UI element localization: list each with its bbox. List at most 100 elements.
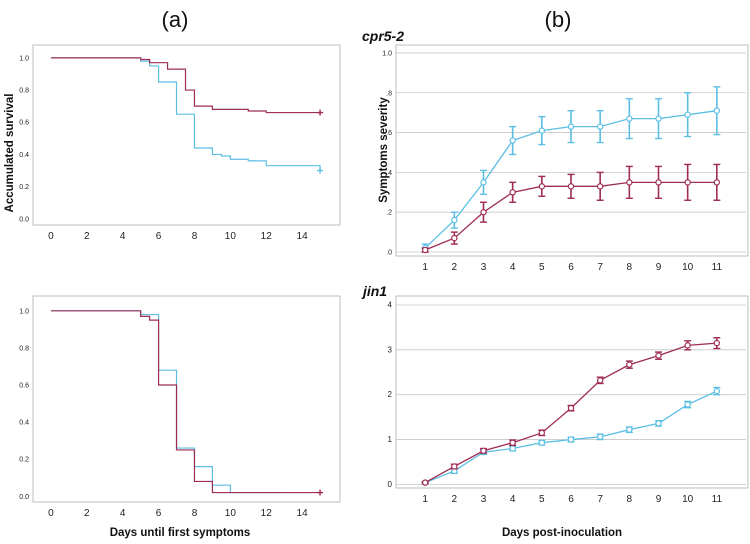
data-point-red xyxy=(509,189,516,196)
plot-frame xyxy=(32,44,341,226)
y-tick-label: 2 xyxy=(388,390,393,399)
data-point-blue xyxy=(538,439,546,446)
x-tick-label: 14 xyxy=(297,508,309,519)
x-tick-label: 10 xyxy=(682,494,694,505)
x-tick-label: 5 xyxy=(539,494,545,505)
survival-curve-blue xyxy=(50,57,321,171)
data-point-blue xyxy=(684,401,691,408)
plot-frame xyxy=(32,295,341,503)
x-tick-label: 7 xyxy=(597,262,603,273)
genotype-label-bottom: jin1 xyxy=(361,283,387,299)
x-tick-label: 1 xyxy=(422,262,428,273)
x-tick-label: 12 xyxy=(261,231,273,242)
x-tick-label: 4 xyxy=(120,508,126,519)
data-point-red xyxy=(596,183,604,190)
data-point-blue xyxy=(596,433,604,441)
data-point-red xyxy=(451,463,458,470)
y-tick-label: 0.4 xyxy=(19,420,29,427)
x-tick-label: 10 xyxy=(682,262,694,273)
plot-frame xyxy=(395,295,749,489)
survival-curve-red xyxy=(50,310,321,494)
x-tick-label: 8 xyxy=(627,494,633,505)
x-tick-label: 0 xyxy=(48,231,54,242)
data-point-blue xyxy=(713,107,721,114)
panel-letter-b: (b) xyxy=(545,7,572,32)
y-tick-label: 1.0 xyxy=(19,308,29,315)
x-tick-label: 6 xyxy=(156,508,162,519)
severity-chart-jin1: 0 1 2 3 4 1 2 3 4 5 6 7 8 9 10 11 xyxy=(388,295,749,505)
data-point-red xyxy=(567,183,575,190)
data-point-red xyxy=(421,246,429,254)
data-point-red xyxy=(713,339,721,347)
data-point-blue xyxy=(596,123,604,130)
y-tick-label: 4 xyxy=(388,300,393,309)
data-point-red xyxy=(480,447,487,454)
data-point-blue xyxy=(655,420,662,427)
genotype-label-top: cpr5-2 xyxy=(362,28,404,44)
data-point-blue xyxy=(684,111,691,118)
y-tick-label: 1.0 xyxy=(19,55,29,62)
x-tick-label: 6 xyxy=(156,231,162,242)
x-tick-label: 4 xyxy=(120,231,126,242)
severity-chart-cpr5-2: .0 .2 .4 .6 .8 1.0 1 2 3 4 5 6 7 8 9 10 11 xyxy=(382,44,749,273)
y-axis-title-survival: Accumulated survival xyxy=(4,94,16,213)
x-axis-title-days-until-symptoms: Days until first symptoms xyxy=(110,527,251,539)
x-tick-label: 11 xyxy=(712,262,723,273)
data-point-red xyxy=(538,183,546,190)
survival-curve-red xyxy=(50,57,321,114)
y-tick-label: 0.6 xyxy=(19,120,29,127)
x-tick-label: 11 xyxy=(712,494,723,505)
y-tick-label: 1 xyxy=(388,435,393,444)
x-tick-label: 1 xyxy=(422,494,428,505)
data-point-red xyxy=(596,377,604,384)
data-point-blue xyxy=(509,137,516,144)
x-tick-label: 10 xyxy=(225,231,237,242)
y-axis-title-severity: Symptoms severity xyxy=(378,97,390,203)
data-point-blue xyxy=(567,436,575,443)
data-point-red xyxy=(626,179,633,186)
x-tick-label: 2 xyxy=(84,508,90,519)
x-tick-label: 6 xyxy=(568,494,574,505)
y-tick-label: 0.2 xyxy=(19,457,29,464)
x-tick-label: 4 xyxy=(510,262,516,273)
x-tick-label: 8 xyxy=(627,262,633,273)
data-point-red xyxy=(684,342,691,349)
data-point-blue xyxy=(626,426,633,433)
x-tick-label: 3 xyxy=(481,494,487,505)
data-point-blue xyxy=(509,445,516,452)
y-tick-label: .2 xyxy=(386,210,392,217)
data-point-red xyxy=(713,179,721,186)
data-point-blue xyxy=(538,127,546,134)
x-tick-label: 8 xyxy=(192,508,198,519)
y-tick-label: 0 xyxy=(388,480,393,489)
y-tick-label: 1.0 xyxy=(382,50,392,57)
x-tick-label: 9 xyxy=(656,262,662,273)
x-tick-label: 0 xyxy=(48,508,54,519)
data-point-red xyxy=(655,352,662,359)
y-tick-label: 0.8 xyxy=(19,88,29,95)
data-point-blue xyxy=(626,115,633,122)
y-tick-label: 0.8 xyxy=(19,345,29,352)
y-tick-label: 0.0 xyxy=(19,494,29,501)
data-point-red xyxy=(655,179,662,186)
x-tick-label: 2 xyxy=(452,262,458,273)
y-tick-label: 0.0 xyxy=(19,216,29,223)
y-tick-label: 0.2 xyxy=(19,184,29,191)
plot-frame xyxy=(395,44,749,257)
x-tick-label: 3 xyxy=(481,262,487,273)
survival-chart-cpr5-2: 0.0 0.2 0.4 0.6 0.8 1.0 0 2 4 6 8 10 12 14 xyxy=(19,44,341,242)
x-tick-label: 14 xyxy=(297,231,309,242)
y-tick-label: 3 xyxy=(388,345,393,354)
data-point-blue xyxy=(451,216,458,224)
data-point-blue xyxy=(655,115,662,122)
survival-chart-jin1: 0.0 0.2 0.4 0.6 0.8 1.0 0 2 4 6 8 10 12 14 xyxy=(19,295,341,519)
data-point-red xyxy=(684,179,691,186)
x-tick-label: 2 xyxy=(452,494,458,505)
data-point-blue xyxy=(713,387,721,395)
y-tick-label: .4 xyxy=(386,170,392,177)
data-point-red xyxy=(626,361,633,368)
y-tick-label: 0.4 xyxy=(19,152,29,159)
x-tick-label: 5 xyxy=(539,262,545,273)
data-point-blue xyxy=(480,179,487,186)
